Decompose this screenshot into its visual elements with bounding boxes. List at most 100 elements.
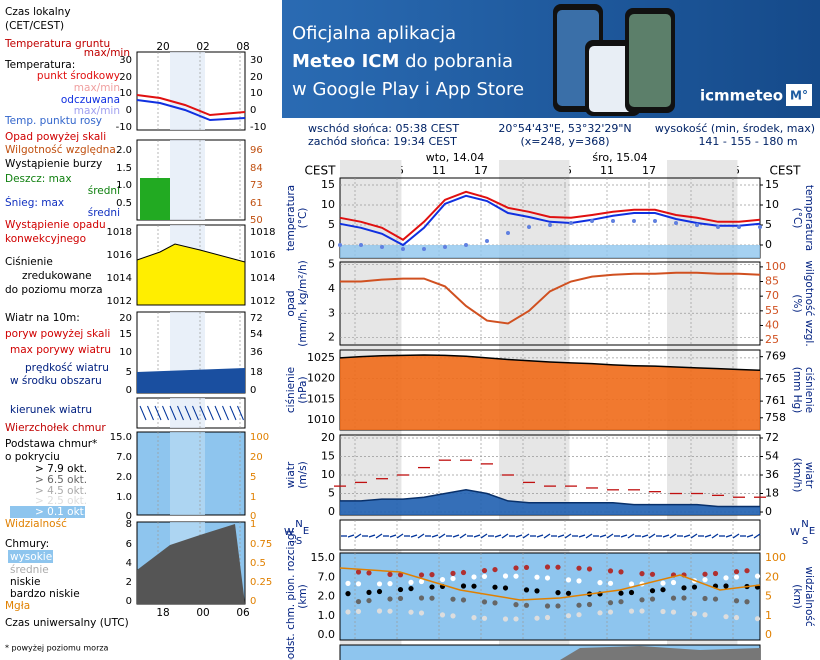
cloud-dot bbox=[691, 584, 698, 590]
cloud-dot bbox=[586, 566, 593, 572]
cloud-cover bbox=[560, 646, 760, 660]
banner[interactable] bbox=[282, 0, 820, 118]
legend-label: 00 bbox=[196, 607, 209, 619]
badge bbox=[786, 84, 812, 106]
legend-tick: 30 bbox=[250, 55, 263, 66]
legend-label: zredukowane bbox=[22, 270, 92, 282]
cloud-dot bbox=[492, 600, 498, 606]
y-tick-label: 7.0 bbox=[318, 570, 336, 583]
wind-arrow bbox=[564, 533, 572, 539]
panel bbox=[339, 261, 761, 346]
y2-tick-label: 36 bbox=[765, 468, 779, 481]
y-tick-label: 1.0 bbox=[318, 609, 336, 622]
cloud-dot bbox=[649, 596, 656, 602]
legend-label: prędkość wiatru bbox=[25, 362, 109, 374]
y2-tick-label: 5 bbox=[765, 218, 772, 231]
axis-label: podst. chm. pion. rozciągł. bbox=[285, 527, 297, 660]
y2-tick-label: 70 bbox=[765, 289, 779, 302]
y-tick-label: 5 bbox=[328, 218, 335, 231]
legend-tick: 10 bbox=[250, 88, 263, 99]
legend-label: (CET/CEST) bbox=[5, 20, 64, 32]
cloud-dot bbox=[544, 564, 551, 570]
legend-label: 06 bbox=[236, 607, 250, 619]
legend-tick: 0 bbox=[250, 105, 256, 116]
legend-tick: 61 bbox=[250, 198, 263, 209]
info: 141 - 155 - 180 m bbox=[698, 135, 797, 148]
cloud-dot bbox=[597, 610, 603, 616]
wind-arrow bbox=[431, 534, 439, 538]
series-dot bbox=[506, 231, 510, 235]
label-bg bbox=[10, 506, 85, 518]
cloud-dot bbox=[523, 587, 530, 593]
hour-label: 17 bbox=[642, 164, 656, 177]
axis-label: (°C) bbox=[791, 208, 803, 229]
label-bg bbox=[8, 550, 53, 563]
wind-arrow bbox=[347, 534, 355, 538]
legend-arrow bbox=[207, 405, 214, 421]
series-dot bbox=[380, 245, 384, 249]
legend-tick: 1.5 bbox=[116, 163, 132, 174]
y-tick-label: 0 bbox=[328, 505, 335, 518]
legend-tick: 30 bbox=[119, 55, 132, 66]
axis-label: temperatura bbox=[285, 185, 297, 251]
cloud-dot bbox=[723, 614, 729, 620]
wind-arrow bbox=[452, 534, 460, 538]
badge-text: M° bbox=[790, 89, 808, 103]
cloud-dot bbox=[712, 596, 719, 602]
cloud-dot bbox=[460, 583, 467, 589]
legend-arrow bbox=[192, 405, 199, 421]
series-dot bbox=[611, 219, 615, 223]
y-tick-label: 4 bbox=[328, 282, 335, 295]
legend-label: średnie bbox=[10, 564, 49, 576]
cloud-dot bbox=[534, 615, 540, 621]
series-dot bbox=[548, 223, 552, 227]
cloud-dot bbox=[460, 569, 467, 576]
legend-tick: 20 bbox=[119, 72, 132, 83]
series-dot bbox=[674, 221, 678, 225]
legend-label: Temperatura: bbox=[4, 59, 75, 71]
legend-label: max/min bbox=[74, 105, 120, 117]
legend-tick: 10 bbox=[119, 347, 132, 358]
cloud-dot bbox=[513, 616, 519, 622]
legend-tick: 100 bbox=[250, 432, 269, 443]
axis-label: wiatr bbox=[285, 461, 297, 488]
legend-tick: 0 bbox=[126, 385, 132, 396]
cloud-dot bbox=[418, 572, 425, 578]
series-dot bbox=[422, 247, 426, 251]
cloud-dot bbox=[450, 570, 456, 576]
cloud-dot bbox=[376, 608, 383, 614]
legend-label: > 0.1 okt. bbox=[35, 506, 87, 518]
legend-label: > 7.9 okt. bbox=[35, 463, 87, 475]
legend-label: do poziomu morza bbox=[5, 284, 103, 296]
cloud-dot bbox=[418, 610, 425, 616]
legend-tick: 1016 bbox=[250, 250, 275, 261]
cloud-dot bbox=[660, 580, 666, 586]
cloud-dot bbox=[628, 608, 635, 614]
legend-label: > 6.5 okt. bbox=[35, 474, 87, 486]
legend-arrow bbox=[184, 405, 192, 421]
legend-tick: 20 bbox=[119, 313, 132, 324]
cloud-dot bbox=[565, 590, 572, 596]
legend-tick: 1.0 bbox=[116, 492, 132, 503]
axis-label: (km/h) bbox=[791, 458, 803, 493]
y-tick-label: 15 bbox=[321, 178, 335, 191]
legend-tick: 20 bbox=[250, 72, 263, 83]
legend-tick: 7.0 bbox=[116, 452, 132, 463]
legend-tick: 4 bbox=[126, 558, 132, 569]
cloud-dot bbox=[723, 583, 729, 589]
legend-tick: 18 bbox=[250, 367, 263, 378]
cloud-dot bbox=[450, 575, 456, 582]
cloud-dot bbox=[418, 578, 425, 585]
legend-label: Czas lokalny bbox=[5, 6, 71, 18]
y-tick-label: 3 bbox=[328, 306, 335, 319]
series-dot bbox=[590, 219, 594, 223]
legend-arrow bbox=[229, 405, 237, 421]
cloud-dot bbox=[649, 588, 656, 594]
legend-tick: 8 bbox=[126, 519, 132, 530]
legend-label: średni bbox=[88, 185, 120, 197]
y2-tick-label: 5 bbox=[765, 590, 772, 603]
legend-label: max/min bbox=[84, 47, 130, 59]
cloud-dot bbox=[618, 569, 624, 575]
wind-arrow bbox=[543, 533, 551, 539]
series-line bbox=[340, 489, 760, 508]
